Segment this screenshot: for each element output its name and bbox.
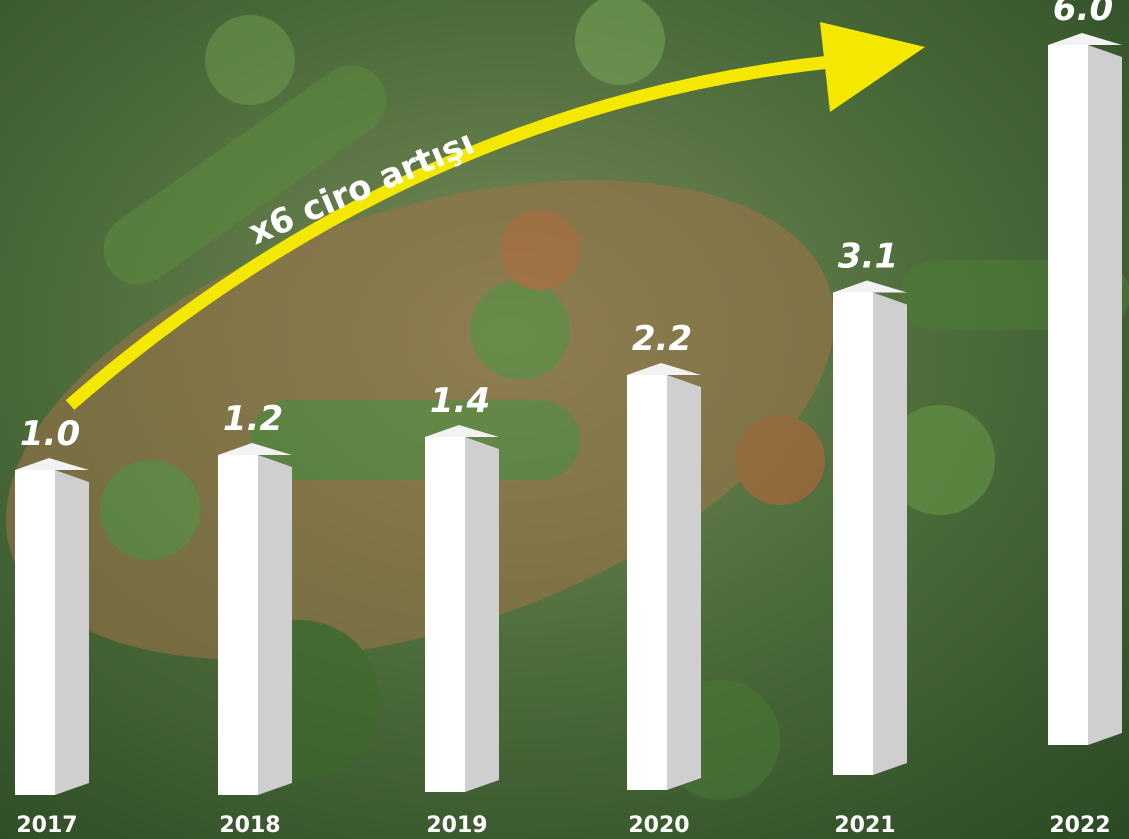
x-tick-label: 2021 <box>834 813 895 838</box>
bar-side <box>667 375 701 790</box>
bar-top <box>218 443 292 455</box>
bar-side <box>1088 45 1122 745</box>
bar-side <box>55 470 89 795</box>
arrow-head <box>820 22 925 112</box>
bar-front <box>627 375 667 790</box>
bar-top <box>627 363 701 375</box>
bar-top <box>1048 33 1122 45</box>
bar-front <box>1048 45 1088 745</box>
bar-top <box>425 425 499 437</box>
x-tick-label: 2020 <box>628 813 689 838</box>
x-tick-label: 2017 <box>16 813 77 838</box>
x-tick-label: 2019 <box>426 813 487 838</box>
value-label: 1.2 <box>223 399 283 439</box>
x-tick-label: 2022 <box>1049 813 1110 838</box>
bar-top <box>833 280 907 293</box>
bar-front <box>833 292 873 775</box>
bar-front <box>425 437 465 792</box>
trend-arrow <box>65 53 851 410</box>
value-label: 3.1 <box>838 237 898 277</box>
value-label: 6.0 <box>1053 0 1113 29</box>
bar-top <box>15 458 89 470</box>
value-label: 2.2 <box>632 319 692 359</box>
bar-side <box>258 455 292 795</box>
bar-front <box>218 455 258 795</box>
bar-front <box>15 470 55 795</box>
bar-side <box>873 292 907 775</box>
value-label: 1.0 <box>20 414 80 454</box>
x-tick-label: 2018 <box>219 813 280 838</box>
bar-side <box>465 437 499 792</box>
value-label: 1.4 <box>430 381 490 421</box>
